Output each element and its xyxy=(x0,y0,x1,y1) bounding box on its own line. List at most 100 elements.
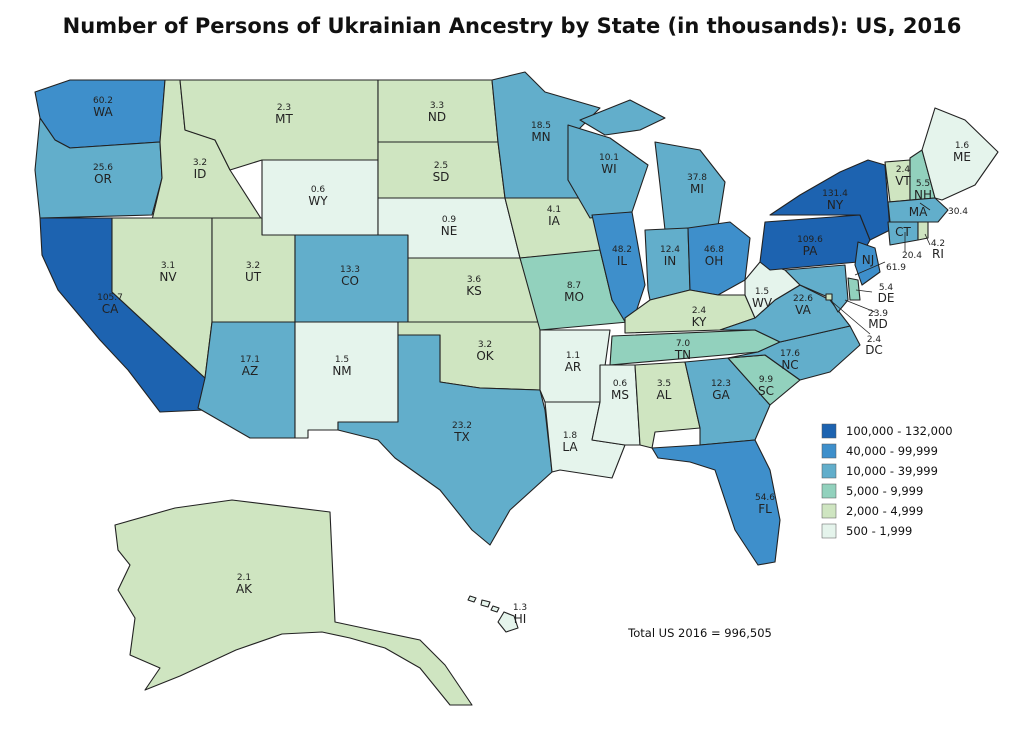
legend-swatch-c2 xyxy=(821,503,837,519)
state-value-NH: 5.5 xyxy=(916,179,930,189)
legend-label-c3: 5,000 - 9,999 xyxy=(846,484,923,498)
state-value-DE: 5.4 xyxy=(879,283,894,293)
state-value-VT: 2.4 xyxy=(896,165,911,175)
state-value-AZ: 17.1 xyxy=(240,355,260,365)
state-TX[interactable] xyxy=(337,334,553,546)
state-abbr-ND: ND xyxy=(428,110,446,124)
state-abbr-IL: IL xyxy=(617,254,628,268)
state-value-DC: 2.4 xyxy=(867,335,882,345)
legend-label-c1: 500 - 1,999 xyxy=(846,524,912,538)
state-value-AR: 1.1 xyxy=(566,351,580,361)
state-value-GA: 12.3 xyxy=(711,379,731,389)
state-abbr-AL: AL xyxy=(657,388,672,402)
state-value-CO: 13.3 xyxy=(340,265,360,275)
state-abbr-SC: SC xyxy=(758,384,774,398)
state-value-ID: 3.2 xyxy=(193,158,207,168)
state-value-WV: 1.5 xyxy=(755,287,769,297)
state-abbr-ME: ME xyxy=(953,150,971,164)
state-abbr-OH: OH xyxy=(705,254,723,268)
state-value-AL: 3.5 xyxy=(657,379,671,389)
legend-label-c6: 100,000 - 132,000 xyxy=(846,424,953,438)
state-abbr-MS: MS xyxy=(611,388,629,402)
state-value-OR: 25.6 xyxy=(93,163,113,173)
state-abbr-VT: VT xyxy=(895,174,911,188)
state-value-AK: 2.1 xyxy=(237,573,251,583)
state-abbr-LA: LA xyxy=(562,440,578,454)
state-value-UT: 3.2 xyxy=(246,261,260,271)
legend-label-c4: 10,000 - 39,999 xyxy=(846,464,938,478)
state-HI[interactable] xyxy=(497,611,519,633)
state-value-FL: 54.6 xyxy=(755,493,775,503)
state-value-CA: 105.7 xyxy=(97,293,123,303)
state-value-LA: 1.8 xyxy=(563,431,578,441)
state-abbr-NV: NV xyxy=(159,270,177,284)
state-value-WA: 60.2 xyxy=(93,96,113,106)
state-AK[interactable] xyxy=(114,499,473,706)
state-abbr-MN: MN xyxy=(531,130,550,144)
state-abbr-IN: IN xyxy=(664,254,677,268)
state-abbr-WY: WY xyxy=(308,194,328,208)
state-value-OH: 46.8 xyxy=(704,245,724,255)
state-abbr-WA: WA xyxy=(93,105,113,119)
state-value-TX: 23.2 xyxy=(452,421,472,431)
state-value-PA: 109.6 xyxy=(797,235,823,245)
legend-label-c2: 2,000 - 4,999 xyxy=(846,504,923,518)
state-NJ[interactable] xyxy=(854,241,881,286)
state-abbr-MI: MI xyxy=(690,182,704,196)
legend-swatch-c1 xyxy=(821,523,837,539)
state-value-IN: 12.4 xyxy=(660,245,680,255)
state-value-NE: 0.9 xyxy=(442,215,457,225)
state-DE[interactable] xyxy=(847,277,861,301)
state-value-MT: 2.3 xyxy=(277,103,291,113)
state-abbr-RI: RI xyxy=(932,247,944,261)
state-value-MA: 30.4 xyxy=(948,207,968,217)
state-abbr-KS: KS xyxy=(466,284,482,298)
state-abbr-MD: MD xyxy=(868,317,888,331)
state-value-MS: 0.6 xyxy=(613,379,628,389)
state-abbr-MA: MA xyxy=(909,205,928,219)
state-value-IL: 48.2 xyxy=(612,245,632,255)
legend-label-c5: 40,000 - 99,999 xyxy=(846,444,938,458)
state-MA[interactable] xyxy=(887,197,949,223)
state-value-ND: 3.3 xyxy=(430,101,444,111)
state-abbr-AK: AK xyxy=(236,582,253,596)
state-abbr-OR: OR xyxy=(94,172,112,186)
state-abbr-AR: AR xyxy=(565,360,582,374)
state-value-MO: 8.7 xyxy=(567,281,581,291)
state-abbr-UT: UT xyxy=(245,270,262,284)
state-value-WI: 10.1 xyxy=(599,153,619,163)
state-abbr-MO: MO xyxy=(564,290,584,304)
state-abbr-CT: CT xyxy=(895,225,911,239)
legend-swatch-c4 xyxy=(821,463,837,479)
state-abbr-GA: GA xyxy=(712,388,730,402)
state-value-NV: 3.1 xyxy=(161,261,175,271)
state-abbr-NC: NC xyxy=(781,358,798,372)
legend-swatch-c6 xyxy=(821,423,837,439)
state-value-NC: 17.6 xyxy=(780,349,800,359)
state-abbr-FL: FL xyxy=(758,502,772,516)
state-abbr-WV: WV xyxy=(752,296,773,310)
state-value-TN: 7.0 xyxy=(676,339,691,349)
state-FL[interactable] xyxy=(651,439,781,566)
state-value-SC: 9.9 xyxy=(759,375,774,385)
state-abbr-NY: NY xyxy=(827,198,844,212)
state-DC[interactable] xyxy=(825,293,833,301)
state-value-SD: 2.5 xyxy=(434,161,448,171)
total-us-text: Total US 2016 = 996,505 xyxy=(627,626,772,640)
legend-swatch-c3 xyxy=(821,483,837,499)
state-value-RI: 4.2 xyxy=(931,239,945,249)
state-value-HI: 1.3 xyxy=(513,603,527,613)
state-value-VA: 22.6 xyxy=(793,294,813,304)
state-abbr-NE: NE xyxy=(441,224,458,238)
state-AZ[interactable] xyxy=(197,321,296,439)
state-abbr-CA: CA xyxy=(102,302,119,316)
state-abbr-NH: NH xyxy=(914,188,932,202)
state-NM[interactable] xyxy=(294,321,399,439)
state-abbr-DC: DC xyxy=(865,343,883,357)
state-value-NY: 131.4 xyxy=(822,189,848,199)
state-value-NM: 1.5 xyxy=(335,355,349,365)
state-value-ME: 1.6 xyxy=(955,141,970,151)
state-abbr-PA: PA xyxy=(803,244,818,258)
state-labels: 60.2WA25.6OR105.7CA3.2ID3.1NV2.3MT0.6WY3… xyxy=(93,96,971,626)
